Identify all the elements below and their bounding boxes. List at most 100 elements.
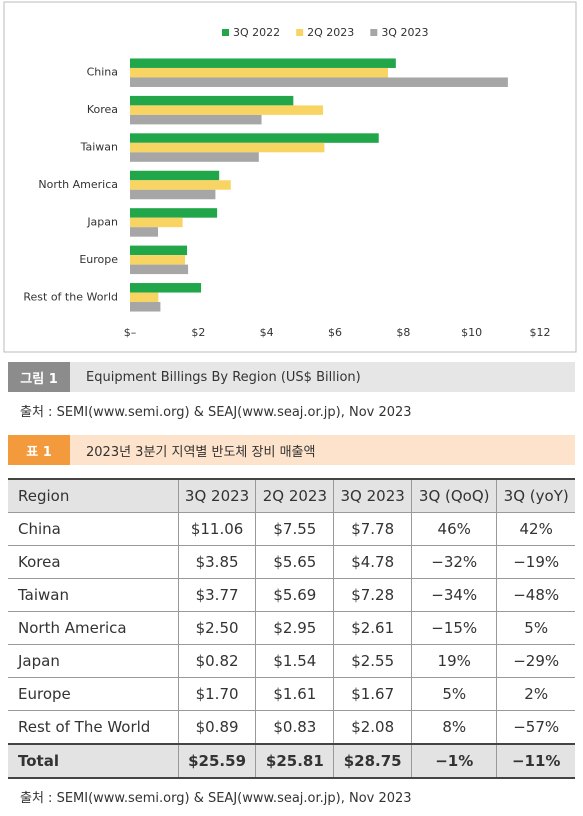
- table-cell: $2.61: [333, 611, 413, 645]
- table-cell: $11.06: [177, 512, 257, 546]
- table-cell: Rest of The World: [8, 710, 179, 745]
- table-total-row: Total $25.59 $25.81 $28.75 −1% −11%: [8, 743, 575, 779]
- table-cell: $28.75: [333, 743, 413, 779]
- y-tick-label: Korea: [87, 103, 118, 116]
- table-cell: Total: [8, 743, 179, 779]
- table-cell: 8%: [411, 710, 498, 745]
- y-tick-label: North America: [38, 178, 118, 191]
- table-row: Korea $3.85 $5.65 $4.78 −32% −19%: [8, 545, 575, 579]
- x-tick-label: $10: [461, 326, 482, 339]
- bar: [130, 302, 161, 312]
- table-cell: 3Q 2023: [333, 478, 413, 513]
- table-cell: 5%: [496, 611, 575, 645]
- table: Region 3Q 2023 2Q 2023 3Q 2023 3Q (QoQ) 3Q (y…: [8, 478, 575, 779]
- table-cell: $25.81: [255, 743, 335, 779]
- table-cell: North America: [8, 611, 179, 645]
- table-cell: −29%: [496, 644, 575, 678]
- table-row: Taiwan $3.77 $5.69 $7.28 −34% −48%: [8, 578, 575, 612]
- table-cell: 3Q 2023: [177, 478, 257, 513]
- bar: [130, 245, 188, 256]
- table-cell: $7.78: [333, 512, 413, 546]
- bar: [130, 170, 220, 181]
- y-tick-label: Taiwan: [80, 141, 118, 154]
- table-cell: −48%: [496, 578, 575, 612]
- bar: [130, 95, 294, 106]
- table-row: Europe $1.70 $1.61 $1.67 5% 2%: [8, 677, 575, 711]
- bar: [130, 133, 379, 143]
- table-cell: $0.83: [255, 710, 335, 745]
- x-tick-label: $2: [191, 326, 205, 339]
- bar: [130, 189, 216, 200]
- bar: [130, 67, 388, 78]
- table-row: Rest of The World $0.89 $0.83 $2.08 8% −57%: [8, 710, 575, 745]
- bar: [130, 152, 259, 162]
- table-caption: 표 1 2023년 3분기 지역별 반도체 장비 매출액: [8, 435, 575, 465]
- table-cell: $3.85: [177, 545, 257, 579]
- table-cell: 2Q 2023: [255, 478, 335, 513]
- table-cell: 3Q (yoY): [496, 478, 575, 513]
- table-cell: −11%: [496, 743, 575, 779]
- y-tick-label: Europe: [79, 253, 118, 266]
- table-cell: $2.55: [333, 644, 413, 678]
- y-tick-label: Japan: [86, 215, 118, 228]
- table-cell: 19%: [411, 644, 498, 678]
- x-tick-label: $12: [530, 326, 551, 339]
- table-cell: $1.70: [177, 677, 257, 711]
- figure-label: 그림 1: [8, 362, 70, 392]
- table-cell: 3Q (QoQ): [411, 478, 498, 513]
- bar: [130, 208, 218, 218]
- bar: [130, 77, 508, 87]
- bar: [130, 283, 202, 293]
- bar: [130, 255, 186, 265]
- table-cell: $1.67: [333, 677, 413, 711]
- table-cell: $7.55: [255, 512, 335, 546]
- table-cell: $1.54: [255, 644, 335, 678]
- table-cell: Taiwan: [8, 578, 179, 612]
- legend-label: 2Q 2023: [307, 26, 354, 39]
- figure-caption: 그림 1 Equipment Billings By Region (US$ B…: [8, 362, 575, 392]
- table-cell: $4.78: [333, 545, 413, 579]
- chart: $– $2 $4 $6 $8 $10 $12 3Q 2022 2Q 2023 3Q 2023 Chi…: [3, 1, 577, 353]
- x-tick-label: $4: [260, 326, 274, 339]
- bar: [130, 227, 159, 237]
- table-row: China $11.06 $7.55 $7.78 46% 42%: [8, 512, 575, 546]
- table-cell: $2.08: [333, 710, 413, 745]
- bar: [130, 114, 262, 125]
- figure-source: 출처 : SEMI(www.semi.org) & SEAJ(www.seaj.…: [20, 405, 412, 420]
- table-source: 출처 : SEMI(www.semi.org) & SEAJ(www.seaj.…: [20, 791, 412, 806]
- table-cell: $0.89: [177, 710, 257, 745]
- bar: [130, 142, 325, 153]
- table-row: Japan $0.82 $1.54 $2.55 19% −29%: [8, 644, 575, 678]
- table-cell: Europe: [8, 677, 179, 711]
- table-cell: $25.59: [177, 743, 257, 779]
- legend-label: 3Q 2023: [381, 26, 428, 39]
- legend-swatch: [296, 29, 304, 36]
- figure-title: Equipment Billings By Region (US$ Billio…: [86, 369, 361, 385]
- table-cell: 46%: [411, 512, 498, 546]
- table-cell: $7.28: [333, 578, 413, 612]
- table-cell: $2.50: [177, 611, 257, 645]
- table-cell: −57%: [496, 710, 575, 745]
- table-cell: 5%: [411, 677, 498, 711]
- table-cell: Japan: [8, 644, 179, 678]
- bar: [130, 58, 396, 68]
- table-title: 2023년 3분기 지역별 반도체 장비 매출액: [86, 444, 316, 460]
- table-cell: −15%: [411, 611, 498, 645]
- table-cell: −1%: [411, 743, 498, 779]
- y-tick-label: Rest of the World: [23, 290, 118, 303]
- table-cell: 42%: [496, 512, 575, 546]
- bar: [130, 292, 159, 303]
- table-cell: Korea: [8, 545, 179, 579]
- table-cell: −34%: [411, 578, 498, 612]
- x-tick-label: $6: [328, 326, 342, 339]
- table-cell: Region: [8, 478, 179, 513]
- table-cell: $5.69: [255, 578, 335, 612]
- bar: [130, 105, 324, 115]
- table-cell: 2%: [496, 677, 575, 711]
- x-tick-label: $8: [396, 326, 410, 339]
- table-cell: $3.77: [177, 578, 257, 612]
- bar: [130, 264, 189, 275]
- x-tick-label: $–: [124, 326, 137, 339]
- legend-label: 3Q 2022: [233, 26, 280, 39]
